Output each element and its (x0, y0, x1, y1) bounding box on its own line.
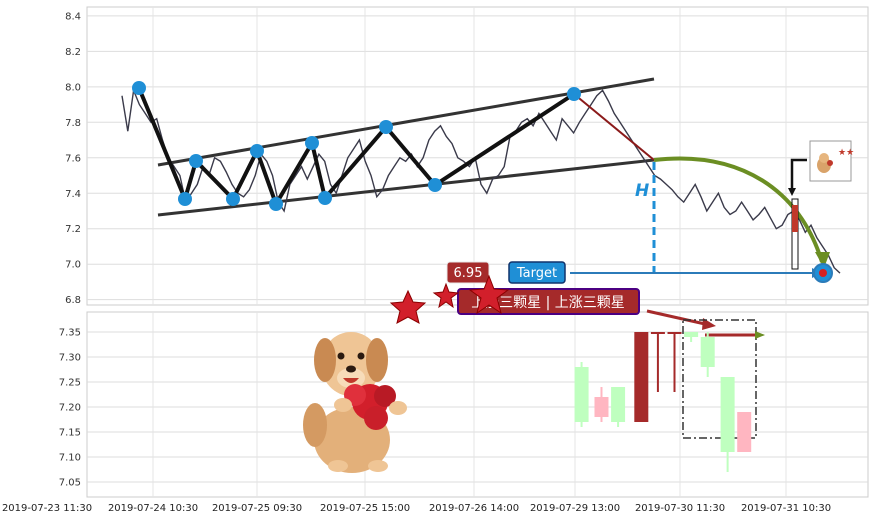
pivot-point (379, 120, 393, 134)
thumbnail-dog-icon: ★★ (817, 148, 854, 173)
price-y-tick: 8.2 (65, 47, 81, 58)
candle-y-tick: 7.15 (59, 428, 81, 439)
price-y-tick: 7.2 (65, 224, 81, 235)
pivot-point (132, 81, 146, 95)
star-icons (389, 274, 510, 324)
price-y-tick: 7.0 (65, 260, 81, 271)
pivot-points (132, 81, 581, 211)
breakdown-line (573, 93, 655, 161)
x-tick: 2019-07-29 13:00 (530, 503, 620, 514)
star-icon (389, 289, 427, 324)
candle-y-tick: 7.25 (59, 378, 81, 389)
mini-bar-fill (792, 205, 798, 232)
candle-panel (86, 311, 869, 498)
dog-holding-stars-illustration (303, 332, 407, 473)
x-tick: 2019-07-24 10:30 (108, 503, 198, 514)
price-y-tick: 8.0 (65, 82, 81, 93)
candle-body (611, 387, 626, 422)
candle-body (720, 377, 735, 452)
target-label-box (508, 261, 566, 284)
candle-body (634, 332, 649, 422)
candle-body (737, 412, 752, 452)
candle-y-tick: 7.20 (59, 403, 81, 414)
thumbnail-arrowhead (788, 188, 796, 196)
price-y-tick: 7.8 (65, 118, 81, 129)
target-value-label: 6.95 (454, 266, 483, 281)
candle-body (700, 337, 715, 367)
star-icon (468, 274, 510, 315)
projection-arc (653, 156, 824, 263)
rating-arrowhead (702, 318, 716, 330)
pivot-point (305, 136, 319, 150)
x-tick: 2019-07-25 09:30 (212, 503, 302, 514)
pivot-point (226, 192, 240, 206)
pivot-point (250, 144, 264, 158)
thumbnail-connector (790, 158, 807, 190)
rating-arrow (646, 309, 706, 326)
x-tick: 2019-07-23 11:30 (2, 503, 92, 514)
candle-body (574, 367, 589, 422)
pivot-point (189, 154, 203, 168)
x-tick: 2019-07-31 10:30 (741, 503, 831, 514)
price-y-tick: 8.4 (65, 11, 81, 22)
target-label: Target (516, 266, 557, 281)
level-arrowhead (755, 331, 765, 339)
svg-text:★★: ★★ (838, 148, 854, 158)
highlight-box (682, 319, 757, 439)
pivot-point (428, 178, 442, 192)
candle-y-tick: 7.30 (59, 353, 81, 364)
lower-channel-line (157, 158, 655, 217)
rating-text: 上涨三颗星 | 上涨三颗星 (471, 295, 625, 311)
candles (574, 332, 752, 472)
pivot-point (269, 197, 283, 211)
candle-y-tick: 7.35 (59, 328, 81, 339)
target-point-center (819, 269, 827, 277)
price-y-tick: 6.8 (65, 295, 81, 306)
pivot-point (567, 87, 581, 101)
pivot-point (178, 192, 192, 206)
candle-body (667, 332, 682, 334)
star-icon (432, 282, 460, 309)
projection-arrowhead (815, 252, 830, 268)
target-value-box (446, 261, 490, 284)
x-tick: 2019-07-30 11:30 (635, 503, 725, 514)
candle-y-tick: 7.10 (59, 453, 81, 464)
x-tick: 2019-07-26 14:00 (429, 503, 519, 514)
mini-bar-outline (791, 198, 799, 270)
price-y-tick: 7.4 (65, 189, 81, 200)
candle-body (650, 332, 665, 334)
candle-y-tick: 7.05 (59, 478, 81, 489)
candle-body (594, 397, 609, 417)
price-series-line (121, 87, 841, 274)
height-label: H (635, 181, 649, 201)
price-y-tick: 7.6 (65, 153, 81, 164)
candle-body (684, 332, 699, 337)
x-tick: 2019-07-25 15:00 (320, 503, 410, 514)
rating-box (457, 288, 640, 315)
pivot-point (318, 191, 332, 205)
